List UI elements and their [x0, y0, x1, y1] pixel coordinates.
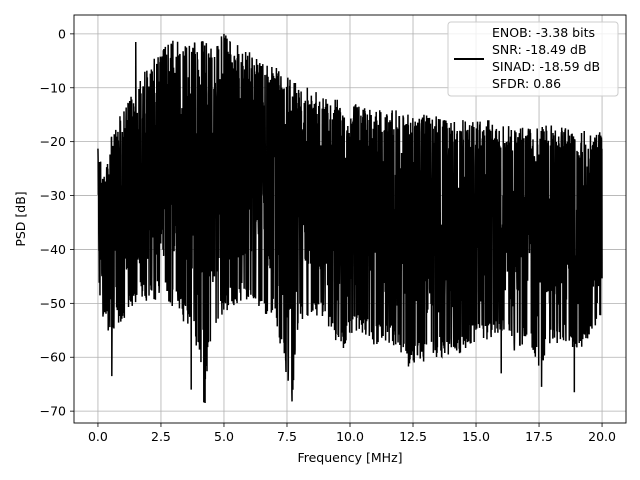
x-tick-label: 0.0 [88, 429, 108, 444]
x-axis-label: Frequency [MHz] [297, 450, 402, 465]
y-tick-label: −50 [40, 296, 66, 311]
y-tick-label: −70 [40, 404, 66, 419]
x-tick-label: 5.0 [214, 429, 234, 444]
y-tick-label: −20 [40, 134, 66, 149]
x-tick-label: 12.5 [399, 429, 427, 444]
x-tick-label: 2.5 [151, 429, 171, 444]
x-tick-label: 17.5 [525, 429, 553, 444]
y-axis-label: PSD [dB] [13, 191, 28, 246]
y-axis: 0 −10 −20 −30 −40 −50 −60 −70 [40, 26, 74, 419]
legend: ENOB: -3.38 bits SNR: -18.49 dB SINAD: -… [447, 21, 619, 97]
x-tick-label: 10.0 [336, 429, 364, 444]
x-tick-label: 15.0 [462, 429, 490, 444]
y-tick-label: 0 [58, 26, 66, 41]
psd-series [97, 33, 603, 404]
legend-box [447, 21, 619, 97]
y-tick-label: −10 [40, 80, 66, 95]
legend-label-sfdr: SFDR: 0.86 [492, 76, 561, 91]
legend-label-sinad: SINAD: -18.59 dB [492, 59, 600, 74]
psd-line [97, 33, 603, 404]
x-axis: 0.0 2.5 5.0 7.5 10.0 12.5 15.0 17.5 20.0 [88, 423, 616, 444]
x-tick-label: 20.0 [588, 429, 616, 444]
legend-label-enob: ENOB: -3.38 bits [492, 25, 595, 40]
y-tick-label: −30 [40, 188, 66, 203]
y-tick-label: −40 [40, 242, 66, 257]
x-tick-label: 7.5 [277, 429, 297, 444]
y-tick-label: −60 [40, 350, 66, 365]
legend-label-snr: SNR: -18.49 dB [492, 42, 587, 57]
